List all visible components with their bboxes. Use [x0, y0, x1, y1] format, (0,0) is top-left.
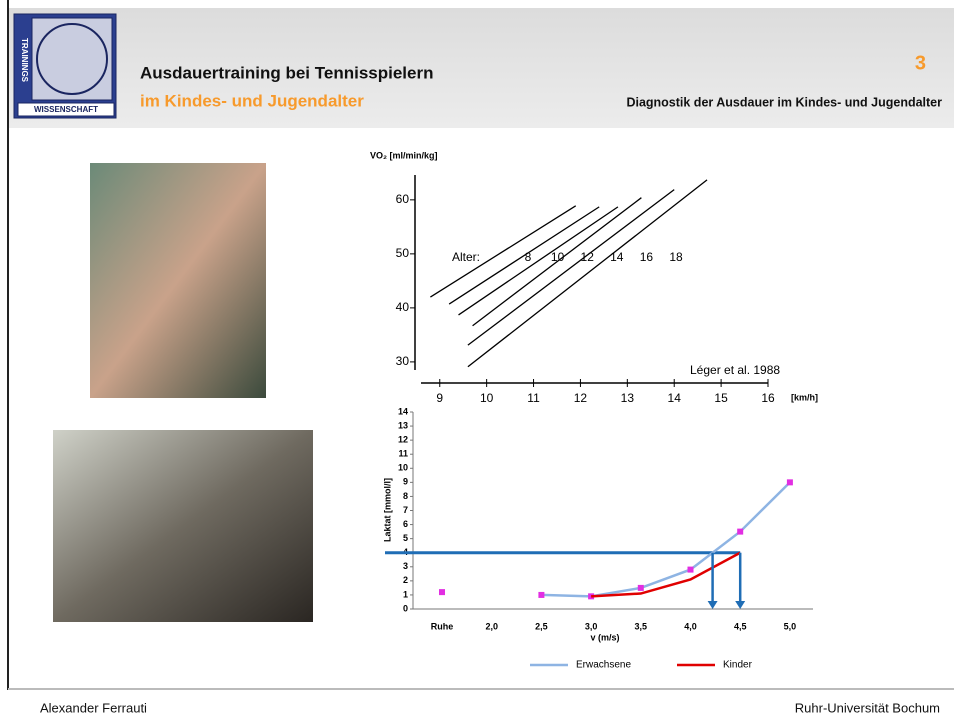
x-tick-label: 10 [480, 391, 494, 405]
age-line [459, 207, 618, 315]
data-marker [688, 567, 694, 573]
y-tick-label: 8 [403, 491, 408, 501]
y-tick-label: 1 [403, 589, 408, 599]
y-tick-label: 12 [398, 435, 408, 445]
legend-label: Kinder [723, 660, 753, 671]
y-axis-label: VO₂ [ml/min/kg] [370, 150, 438, 160]
x-tick-label: 4,0 [684, 621, 697, 631]
y-tick-label: 7 [403, 505, 408, 515]
age-label: 18 [669, 250, 683, 264]
data-marker [787, 479, 793, 485]
x-tick-label: 5,0 [784, 621, 797, 631]
series-line [541, 482, 790, 596]
x-tick-label: 9 [436, 391, 443, 405]
y-tick-label: 60 [396, 192, 410, 206]
slide-title: Ausdauertraining bei Tennisspielern [140, 63, 433, 82]
slide: TRAININGS WISSENSCHAFT Ausdauertraining … [0, 0, 954, 720]
x-tick-label: 2,0 [485, 621, 498, 631]
x-tick-label: 2,5 [535, 621, 548, 631]
x-tick-label: 3,0 [585, 621, 598, 631]
footer-institution: Ruhr-Universität Bochum [795, 700, 940, 715]
x-tick-label: 11 [527, 391, 540, 405]
x-tick-label: 4,5 [734, 621, 747, 631]
y-tick-label: 10 [398, 463, 408, 473]
x-tick-label: 16 [761, 391, 775, 405]
y-tick-label: 50 [396, 246, 410, 260]
y-tick-label: 3 [403, 561, 408, 571]
threshold-arrowhead [735, 601, 745, 609]
x-tick-label: 13 [621, 391, 635, 405]
y-tick-label: 5 [403, 533, 408, 543]
data-marker [638, 585, 644, 591]
logo-bottom-text: WISSENSCHAFT [34, 105, 98, 114]
x-tick-label: 3,5 [635, 621, 648, 631]
slide-subtitle: im Kindes- und Jugendalter [140, 91, 364, 110]
x-tick-label: 15 [714, 391, 728, 405]
data-marker [538, 592, 544, 598]
data-marker [737, 529, 743, 535]
x-axis-label: v (m/s) [590, 632, 619, 642]
logo-side-text: TRAININGS [20, 38, 29, 83]
x-tick-label: Ruhe [431, 621, 454, 631]
age-line [468, 190, 674, 346]
age-label: 16 [640, 250, 654, 264]
x-tick-label: 12 [574, 391, 588, 405]
data-marker [439, 589, 445, 595]
photo-treadmill [53, 430, 313, 622]
y-tick-label: 40 [396, 300, 410, 314]
y-tick-label: 13 [398, 420, 408, 430]
age-label: 14 [610, 250, 624, 264]
logo: TRAININGS WISSENSCHAFT [14, 14, 116, 118]
series-line [591, 553, 740, 597]
threshold-arrowhead [708, 601, 718, 609]
x-tick-label: 14 [668, 391, 682, 405]
footer-author: Alexander Ferrauti [40, 700, 147, 715]
age-line [468, 180, 707, 367]
y-tick-label: 0 [403, 603, 408, 613]
annotation: Léger et al. 1988 [690, 363, 780, 377]
y-tick-label: 11 [398, 449, 408, 459]
y-tick-label: 14 [398, 406, 408, 416]
legend-label: Erwachsene [576, 660, 631, 671]
section-title: Diagnostik der Ausdauer im Kindes- und J… [626, 95, 942, 109]
photo-spiroergometry [90, 163, 266, 398]
y-tick-label: 30 [396, 354, 410, 368]
y-tick-label: 6 [403, 519, 408, 529]
y-tick-label: 2 [403, 575, 408, 585]
legend-title: Alter: [452, 250, 480, 264]
x-axis-unit: [km/h] [791, 392, 818, 402]
y-axis-label: Laktat [mmol/l] [382, 478, 392, 542]
slide-number: 3 [915, 52, 926, 74]
y-tick-label: 9 [403, 477, 408, 487]
